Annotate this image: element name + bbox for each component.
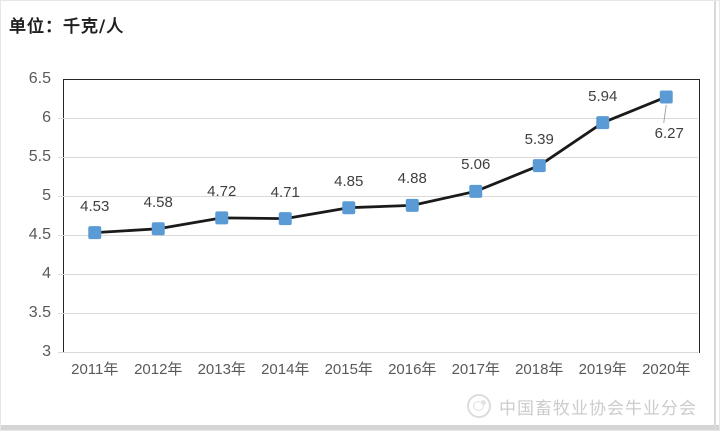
x-tick-label: 2012年 <box>134 361 183 378</box>
data-point-label: 5.06 <box>461 156 491 174</box>
y-tick-label: 4.5 <box>28 226 51 243</box>
x-tick-label: 2015年 <box>324 361 373 378</box>
x-tick-label: 2017年 <box>451 361 500 378</box>
plot-area <box>63 79 700 353</box>
association-logo-icon <box>467 394 491 418</box>
data-point-label: 4.58 <box>143 193 173 211</box>
y-tick-label: 4 <box>42 265 51 282</box>
gridline <box>58 235 698 236</box>
right-window-edge <box>714 1 716 430</box>
unit-label: 单位：千克/人 <box>9 17 125 37</box>
y-tick-label: 3.5 <box>28 304 51 321</box>
data-point-label: 4.85 <box>334 172 364 190</box>
gridline <box>58 313 698 314</box>
data-point-label: 6.27 <box>654 124 684 142</box>
horizontal-scrollbar[interactable] <box>1 425 719 430</box>
y-tick-label: 6.5 <box>28 70 51 87</box>
x-tick-label: 2014年 <box>261 361 310 378</box>
data-point-label: 4.72 <box>207 182 237 200</box>
gridline <box>58 157 698 158</box>
data-point-label: 4.53 <box>80 197 110 215</box>
x-tick-label: 2013年 <box>197 361 246 378</box>
y-tick-label: 6 <box>42 109 51 126</box>
y-tick-label: 3 <box>42 343 51 360</box>
gridline <box>58 274 698 275</box>
footer-watermark-text: 中国畜牧业协会牛业分会 <box>499 398 697 419</box>
data-point-label: 5.39 <box>524 130 554 148</box>
data-point-label: 4.88 <box>397 170 427 188</box>
data-point-label: 5.94 <box>588 87 618 105</box>
x-tick-label: 2016年 <box>388 361 437 378</box>
gridline <box>58 352 698 353</box>
gridline <box>58 118 698 119</box>
y-tick-label: 5 <box>42 187 51 204</box>
x-tick-label: 2018年 <box>515 361 564 378</box>
y-tick-label: 5.5 <box>28 148 51 165</box>
footer-watermark: 中国畜牧业协会牛业分会 <box>467 392 697 420</box>
x-tick-label: 2020年 <box>642 361 691 378</box>
x-tick-label: 2019年 <box>578 361 627 378</box>
data-point-label: 4.71 <box>270 183 300 201</box>
x-tick-label: 2011年 <box>71 361 119 378</box>
